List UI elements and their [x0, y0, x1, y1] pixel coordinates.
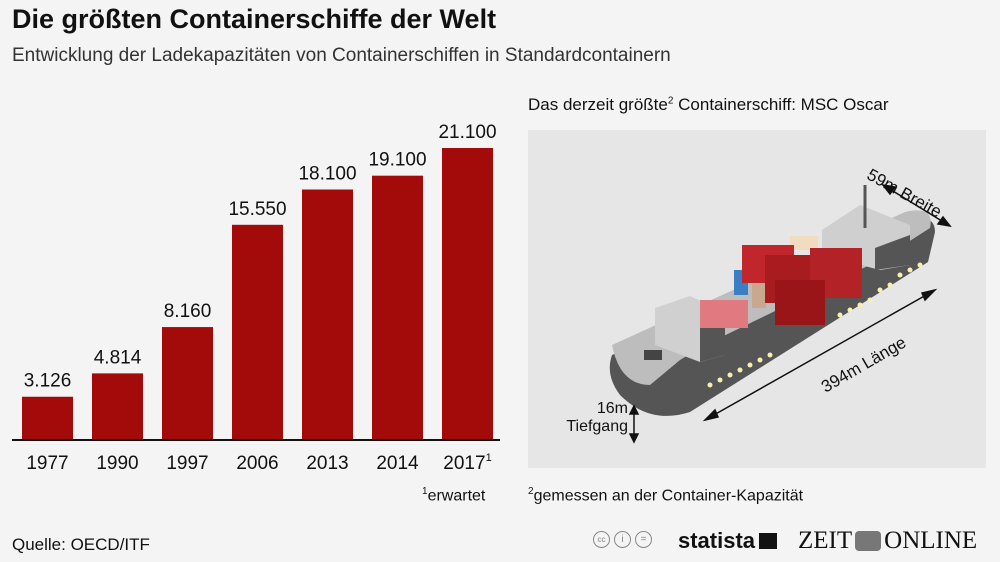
chart-subtitle: Entwicklung der Ladekapazitäten von Cont… [12, 45, 671, 66]
bar [232, 224, 283, 440]
source: Quelle: OECD/ITF [12, 535, 150, 554]
bar [302, 189, 353, 440]
ship-title: Das derzeit größte2 Containerschiff: MSC… [528, 95, 889, 114]
x-tick-label: 2014 [376, 453, 419, 474]
bar [92, 373, 143, 440]
ship-illustration-panel: 59m Breite 394m Länge 16m Tiefgang [528, 130, 986, 468]
bar-value-label: 19.100 [368, 150, 426, 171]
x-tick-label: 1997 [166, 453, 208, 474]
bar-value-label: 15.550 [228, 199, 286, 220]
x-tick-label: 2013 [306, 453, 348, 474]
license-icons: cc i = [593, 531, 652, 548]
bar [22, 396, 73, 440]
draft-label: 16m Tiefgang [566, 400, 628, 435]
bar-value-label: 3.126 [24, 371, 72, 392]
cc-icon: cc [593, 531, 610, 548]
by-icon: i [614, 531, 631, 548]
statista-logo: statista [678, 528, 778, 554]
nd-icon: = [635, 531, 652, 548]
x-tick-label: 20171 [443, 452, 491, 474]
footnote-1: 1erwartet [422, 486, 486, 505]
bar-value-label: 21.100 [438, 122, 496, 143]
bar-value-label: 4.814 [94, 347, 142, 368]
bar-chart: 3.126 1977 4.814 1990 8.160 1997 15.550 2006 18.… [12, 122, 500, 474]
bar-value-label: 8.160 [164, 301, 212, 322]
chart-title: Die größten Containerschiffe der Welt [12, 4, 497, 34]
zeit-online-logo: ZEIT ONLINE [798, 527, 978, 554]
x-tick-label: 1977 [26, 453, 68, 474]
bar [162, 327, 213, 440]
bar-value-label: 18.100 [298, 164, 356, 185]
x-tick-label: 1990 [96, 453, 138, 474]
footnote-2: 2gemessen an der Container-Kapazität [528, 486, 804, 505]
x-tick-label: 2006 [236, 453, 278, 474]
bar [442, 148, 493, 440]
bar [372, 175, 423, 440]
ship-illustration [609, 183, 952, 444]
